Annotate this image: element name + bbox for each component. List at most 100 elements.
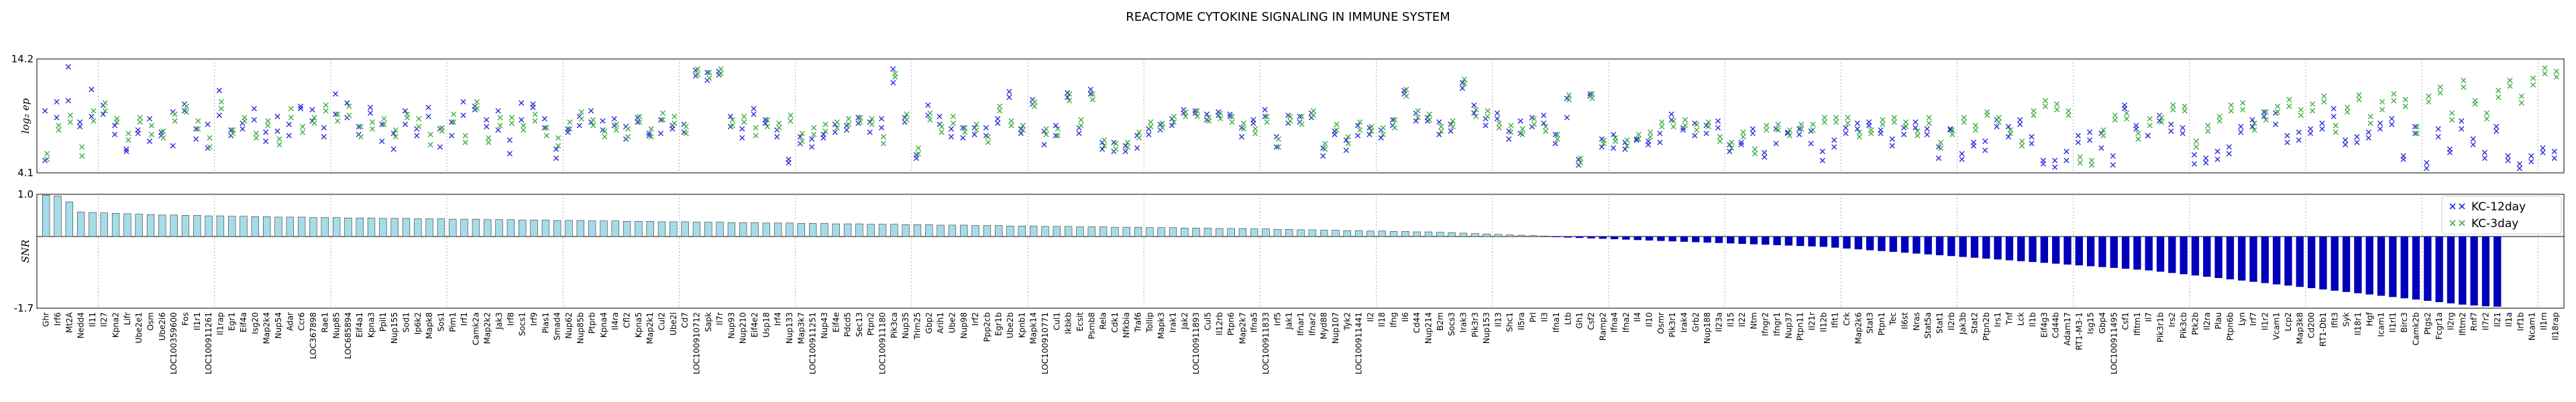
marker-kc3day (2251, 127, 2257, 133)
snr-bar (1517, 234, 1525, 237)
marker-kc12day (960, 135, 966, 141)
snr-bar (2319, 236, 2327, 289)
gene-label: B2m (1436, 312, 1445, 331)
marker-kc12day (1541, 113, 1547, 119)
marker-kc3day (1391, 117, 1398, 123)
marker-kc3day (253, 130, 259, 137)
gene-label: Jak2 (1180, 312, 1189, 330)
marker-kc12day (1087, 86, 1093, 92)
gene-label: Il1b (2028, 312, 2037, 327)
snr-bar (1181, 228, 1189, 237)
gene-label: Rela (1099, 312, 1108, 330)
marker-kc3day (1949, 131, 1955, 137)
gene-label: Myd88 (1320, 312, 1329, 339)
marker-kc12day (948, 126, 955, 132)
marker-kc12day (2087, 137, 2093, 143)
marker-kc12day (2180, 130, 2186, 137)
marker-kc3day (44, 151, 50, 157)
marker-kc3day (427, 131, 433, 137)
marker-kc3day (486, 135, 492, 141)
gene-label: Nup85 (332, 312, 341, 338)
gene-label: Tollip (1145, 312, 1155, 333)
marker-kc3day (2298, 107, 2304, 113)
marker-kc3day (2391, 91, 2397, 97)
snr-bar (1053, 226, 1061, 237)
snr-bar (1238, 228, 1247, 237)
snr-bar (76, 212, 85, 237)
marker-kc3day (2193, 138, 2200, 144)
gene-label: Irf9 (529, 312, 539, 326)
snr-bar (1843, 236, 1851, 249)
marker-kc3day (613, 121, 619, 127)
gene-label: Camk2b (2412, 312, 2421, 346)
gene-label: LOC100910771 (1040, 312, 1050, 375)
marker-kc3day (1136, 135, 1142, 141)
marker-kc3day (2553, 74, 2559, 80)
marker-kc3day (1113, 146, 1119, 152)
marker-kc12day (1087, 91, 1093, 97)
snr-bar (1332, 230, 1340, 237)
marker-kc3day (311, 115, 317, 121)
marker-kc3day (741, 113, 747, 119)
marker-kc3day (2228, 102, 2235, 109)
snr-bar (669, 221, 678, 237)
marker-kc12day (193, 126, 199, 132)
marker-kc3day (997, 108, 1003, 114)
marker-kc3day (1682, 123, 1688, 129)
marker-kc12day (1250, 120, 1256, 127)
marker-kc12day (2470, 136, 2476, 142)
marker-kc12day (739, 126, 745, 132)
marker-kc3day (683, 123, 689, 130)
gene-label: Mapk3 (1157, 312, 1166, 339)
gene-label: Csf1 (2121, 312, 2131, 330)
marker-kc3day (672, 120, 678, 127)
gene-label: Il13 (1493, 312, 1503, 327)
snr-bar (2412, 236, 2420, 300)
snr-bar (1483, 233, 1491, 237)
marker-kc12day (936, 113, 943, 119)
marker-kc12day (541, 125, 547, 131)
marker-kc3day (1810, 127, 1816, 133)
snr-bar (878, 224, 887, 237)
marker-kc3day (195, 118, 201, 124)
snr-bar (600, 220, 608, 237)
gene-label: Map2k4 (262, 312, 272, 344)
snr-bar (1599, 236, 1607, 239)
marker-kc3day (1775, 127, 1781, 133)
marker-kc12day (135, 130, 141, 137)
snr-bar (1099, 226, 1108, 237)
gene-label: Socs3 (1447, 312, 1456, 336)
marker-kc3day (462, 139, 468, 145)
marker-kc12day (1065, 94, 1071, 100)
snr-bar (205, 215, 213, 237)
snr-bar (2121, 236, 2130, 269)
marker-kc3day (2449, 117, 2455, 123)
marker-kc12day (1599, 144, 1605, 150)
gene-label: Nup155 (390, 312, 399, 344)
marker-kc12day (1053, 123, 1059, 129)
marker-kc12day (1913, 119, 1919, 125)
marker-kc3day (1833, 119, 1839, 125)
marker-kc12day (1006, 94, 1012, 100)
marker-kc12day (495, 108, 501, 114)
gene-label: Camk2a (471, 312, 480, 345)
marker-kc12day (2516, 161, 2522, 167)
marker-kc3day (2263, 109, 2269, 115)
marker-kc12day (1854, 120, 1860, 127)
marker-kc3day (2147, 116, 2153, 122)
gene-label: Ifit1 (1831, 312, 1840, 328)
marker-kc3day (1089, 96, 1095, 103)
marker-kc12day (2284, 133, 2290, 139)
marker-kc12day (1622, 146, 1628, 152)
marker-kc12day (2238, 123, 2244, 130)
marker-kc12day (2017, 121, 2023, 127)
marker-kc12day (495, 127, 501, 133)
snr-bar (170, 214, 178, 237)
marker-kc12day (298, 105, 304, 112)
marker-kc12day (402, 121, 409, 127)
marker-kc12day (1645, 138, 1652, 144)
marker-kc3day (2240, 100, 2246, 106)
marker-kc12day (1610, 131, 1617, 137)
gene-label: Il6st (1900, 312, 1910, 330)
marker-kc12day (890, 80, 896, 86)
